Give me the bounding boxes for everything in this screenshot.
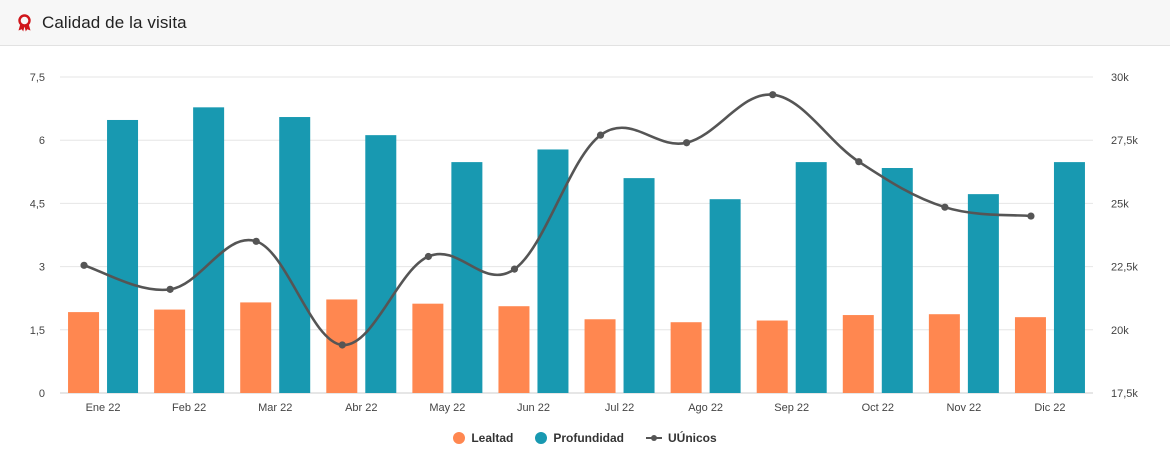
right-tick-label: 17,5k (1111, 388, 1138, 400)
legend-label-profundidad: Profundidad (553, 431, 624, 445)
award-ribbon-icon (17, 13, 33, 33)
x-tick-label: Ago 22 (688, 402, 723, 414)
x-tick-label: Jun 22 (517, 402, 550, 414)
uunicos-point[interactable] (252, 237, 260, 245)
bar-lealtad[interactable] (928, 314, 960, 393)
card-header: Calidad de la visita (0, 0, 1170, 46)
bar-lealtad[interactable] (68, 312, 100, 393)
right-tick-label: 27,5k (1111, 135, 1138, 147)
uunicos-point[interactable] (683, 139, 691, 147)
bar-profundidad[interactable] (623, 178, 655, 393)
uunicos-swatch (646, 432, 662, 444)
bar-profundidad[interactable] (709, 199, 741, 393)
bar-profundidad[interactable] (451, 162, 483, 393)
bar-lealtad[interactable] (412, 303, 444, 393)
x-tick-label: May 22 (429, 402, 465, 414)
legend: Lealtad Profundidad UÚnicos (0, 428, 1170, 448)
bar-profundidad[interactable] (881, 168, 913, 393)
left-tick-label: 7,5 (30, 72, 45, 84)
bar-profundidad[interactable] (967, 194, 999, 393)
bar-profundidad[interactable] (193, 107, 225, 393)
bar-lealtad[interactable] (842, 315, 874, 393)
x-tick-label: Abr 22 (345, 402, 377, 414)
legend-item-profundidad[interactable]: Profundidad (535, 431, 624, 445)
grid-lines (60, 76, 1093, 394)
bars (68, 107, 1085, 394)
bar-profundidad[interactable] (795, 162, 827, 393)
right-tick-label: 30k (1111, 72, 1129, 84)
uunicos-point[interactable] (596, 131, 605, 139)
bar-profundidad[interactable] (1053, 162, 1085, 393)
right-tick-label: 25k (1111, 198, 1129, 210)
left-tick-label: 3 (39, 262, 45, 274)
bar-lealtad[interactable] (584, 319, 616, 393)
left-y-axis: 0 1,5 3 4,5 6 7,5 (30, 72, 45, 400)
x-tick-label: Sep 22 (774, 402, 809, 414)
legend-label-uunicos: UÚnicos (668, 431, 717, 445)
uunicos-point[interactable] (1027, 212, 1035, 220)
x-tick-label: Jul 22 (605, 402, 634, 414)
x-tick-label: Nov 22 (946, 402, 981, 414)
right-y-axis: 17,5k 20k 22,5k 25k 27,5k 30k (1111, 72, 1138, 400)
uunicos-point[interactable] (80, 261, 88, 269)
uunicos-line-layer (80, 91, 1035, 349)
profundidad-swatch (535, 432, 548, 444)
uunicos-point[interactable] (769, 91, 777, 99)
left-tick-label: 6 (39, 135, 45, 147)
bar-profundidad[interactable] (107, 119, 139, 393)
bar-lealtad[interactable] (756, 320, 788, 393)
x-tick-label: Dic 22 (1034, 402, 1065, 414)
x-tick-label: Oct 22 (862, 402, 894, 414)
left-tick-label: 1,5 (30, 325, 45, 337)
uunicos-point[interactable] (510, 265, 519, 273)
legend-label-lealtad: Lealtad (471, 431, 514, 445)
uunicos-point[interactable] (338, 341, 346, 349)
uunicos-point[interactable] (424, 252, 432, 261)
bar-lealtad[interactable] (1014, 317, 1046, 393)
legend-item-lealtad[interactable]: Lealtad (453, 431, 513, 445)
legend-item-uunicos[interactable]: UÚnicos (646, 431, 717, 445)
bar-profundidad[interactable] (365, 135, 397, 394)
x-tick-label: Feb 22 (172, 402, 206, 414)
bar-lealtad[interactable] (154, 309, 186, 393)
right-tick-label: 20k (1111, 325, 1129, 337)
x-axis: Ene 22 Feb 22 Mar 22 Abr 22 May 22 Jun 22 Jul … (86, 402, 1066, 414)
bar-lealtad[interactable] (240, 302, 272, 393)
uunicos-point[interactable] (855, 158, 863, 166)
right-tick-label: 22,5k (1111, 262, 1138, 274)
x-tick-label: Mar 22 (258, 402, 292, 414)
bar-lealtad[interactable] (498, 306, 530, 393)
left-tick-label: 4,5 (30, 198, 45, 210)
bar-profundidad[interactable] (279, 117, 311, 393)
left-tick-label: 0 (39, 388, 45, 400)
uunicos-point[interactable] (941, 203, 949, 211)
lealtad-swatch (453, 432, 466, 444)
bar-lealtad[interactable] (670, 322, 702, 393)
uunicos-point[interactable] (166, 285, 174, 293)
card-title: Calidad de la visita (42, 12, 187, 32)
x-tick-label: Ene 22 (86, 402, 121, 414)
bar-profundidad[interactable] (537, 149, 569, 393)
